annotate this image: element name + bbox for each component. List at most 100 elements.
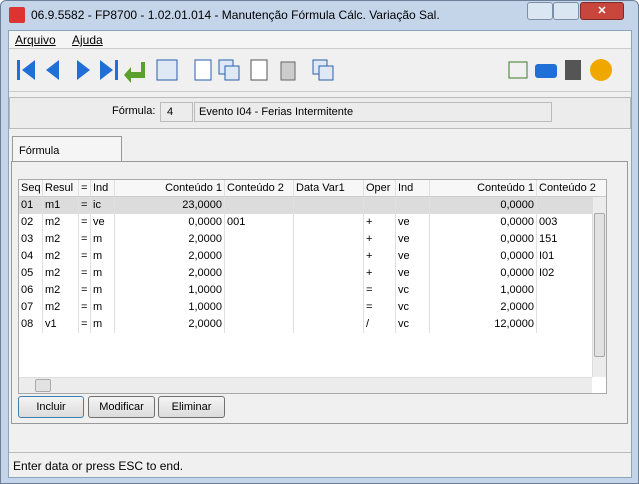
grid-cell [225,265,294,282]
column-header: Oper [364,180,396,197]
maximize-button[interactable] [553,2,579,20]
column-header: Conteúdo 2 [537,180,606,197]
new-icon[interactable] [194,59,212,81]
grid-cell: vc [396,299,430,316]
exit-icon[interactable] [565,60,581,80]
grid-cell [225,197,294,214]
grid-cell: m2 [43,214,79,231]
grid-cell: 2,0000 [430,299,537,316]
grid-cell: 0,0000 [430,231,537,248]
column-header: Ind [91,180,115,197]
copy-icon[interactable] [224,65,240,81]
grid-cell: = [79,214,91,231]
last-icon[interactable] [115,60,118,80]
grid-cell: m [91,282,115,299]
minimize-button[interactable] [527,2,553,20]
grid-cell: vc [396,316,430,333]
grid-cell: = [364,299,396,316]
column-header: Conteúdo 1 [115,180,225,197]
grid-cell [225,248,294,265]
grid-cell: 2,0000 [115,231,225,248]
grid-cell [225,299,294,316]
grid-cell: ve [396,265,430,282]
grid-cell: m [91,248,115,265]
grid-cell: 01 [19,197,43,214]
button[interactable]: Modificar [88,396,155,418]
grid-cell: m2 [43,282,79,299]
grid-cell: 05 [19,265,43,282]
toolbar [9,50,631,92]
app-icon [9,7,25,23]
column-header: Seq [19,180,43,197]
grid-cell: 0,0000 [430,197,537,214]
grid-cell: 2,0000 [115,265,225,282]
grid-cell [294,197,364,214]
grid-cell: = [79,265,91,282]
grid-cell: = [79,282,91,299]
search-icon[interactable] [156,59,178,81]
column-header: Ind [396,180,430,197]
grid-cell [364,197,396,214]
print-icon[interactable] [535,64,557,78]
grid-cell: I02 [537,265,606,282]
help-icon[interactable] [590,59,612,81]
grid-cell [225,231,294,248]
last-icon[interactable] [100,60,113,80]
grid-cell: 02 [19,214,43,231]
tree-icon[interactable] [508,61,528,79]
duplicate-icon[interactable] [318,65,334,81]
grid-cell: 151 [537,231,606,248]
first-icon[interactable] [17,60,20,80]
grid-cell: I01 [537,248,606,265]
grid-cell [294,316,364,333]
grid-cell [294,231,364,248]
column-header: = [79,180,91,197]
grid-cell [294,265,364,282]
grid-cell: m [91,231,115,248]
grid-cell: + [364,231,396,248]
grid-cell: 0,0000 [430,214,537,231]
grid-cell: = [79,248,91,265]
button[interactable]: Incluir [18,396,84,418]
grid-cell: 03 [19,231,43,248]
column-header: Conteúdo 2 [225,180,294,197]
first-icon[interactable] [22,60,35,80]
grid-cell: ve [91,214,115,231]
grid-cell: ve [396,231,430,248]
grid-cell: 001 [225,214,294,231]
edit-icon[interactable] [250,59,268,81]
grid-cell [225,282,294,299]
grid-cell: m2 [43,231,79,248]
grid-cell: m [91,299,115,316]
grid-cell: 23,0000 [115,197,225,214]
window-title: 06.9.5582 - FP8700 - 1.02.01.014 - Manut… [31,8,440,22]
tab[interactable]: Fórmula [12,136,122,162]
close-button[interactable]: ✕ [580,2,624,20]
grid-cell [225,316,294,333]
grid-cell: + [364,248,396,265]
form-description: Evento I04 - Ferias Intermitente [194,102,552,122]
prev-icon[interactable] [46,60,59,80]
menu-item[interactable]: Ajuda [72,33,103,47]
grid-cell: = [79,316,91,333]
grid-cell: = [79,299,91,316]
grid-cell: 1,0000 [115,282,225,299]
grid-cell: m1 [43,197,79,214]
grid-cell: v1 [43,316,79,333]
grid-cell: m2 [43,265,79,282]
next-icon[interactable] [77,60,90,80]
horizontal-scrollbar [19,377,592,393]
button[interactable]: Eliminar [158,396,225,418]
scroll-thumb [594,213,605,357]
grid-cell: 0,0000 [115,214,225,231]
menu-item[interactable]: Arquivo [15,33,56,47]
grid-cell: 1,0000 [115,299,225,316]
menu-bar: Arquivo Ajuda [9,31,631,49]
enter-icon[interactable] [124,62,145,83]
grid-cell: 04 [19,248,43,265]
grid-cell: m2 [43,248,79,265]
delete-icon[interactable] [280,61,296,81]
form-panel: Fórmula: 4 Evento I04 - Ferias Intermite… [9,97,631,129]
grid-cell: 0,0000 [430,265,537,282]
